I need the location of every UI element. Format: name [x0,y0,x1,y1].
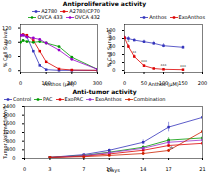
svg-text:60: 60 [109,43,116,50]
svg-text:% Cell Survival: % Cell Survival [106,30,112,67]
svg-text:Anthos (μM): Anthos (μM) [44,81,74,88]
html-text:ExoAnthos: ExoAnthos [178,14,205,20]
svg-text:17: 17 [165,166,171,172]
svg-text:40: 40 [5,53,12,60]
html-text:ExoPAC: ExoPAC [64,96,84,102]
svg-text:80: 80 [109,35,116,42]
svg-text:300: 300 [93,80,103,86]
html-text:ExoAnthos: ExoAnthos [95,96,122,102]
svg-text:1200: 1200 [2,129,16,136]
html-text:Anthos: Anthos [149,14,167,20]
svg-text:14: 14 [140,166,146,172]
svg-text:**: ** [132,50,136,55]
html-text:PAC: PAC [43,96,53,102]
html-text:Anti-tumor activity: Anti-tumor activity [72,88,137,95]
svg-text:40: 40 [109,51,116,58]
svg-text:0: 0 [12,155,15,161]
svg-text:Days: Days [107,167,120,174]
svg-text:0: 0 [112,67,115,73]
svg-text:21: 21 [199,166,205,172]
html-text:A2780/CP70: A2780/CP70 [69,8,100,14]
svg-text:***: *** [180,64,186,69]
svg-text:*: * [127,39,129,44]
svg-text:0: 0 [123,80,126,86]
svg-text:150: 150 [178,80,188,86]
svg-text:Tumor Volume (mm³): Tumor Volume (mm³) [2,106,8,160]
svg-text:2000: 2000 [2,111,16,118]
svg-text:80: 80 [5,38,12,45]
html-text:Antiproliferative activity: Antiproliferative activity [62,0,147,7]
svg-text:3: 3 [48,166,51,172]
svg-text:1600: 1600 [2,120,16,127]
svg-text:0: 0 [8,67,11,73]
svg-text:**: ** [169,146,173,151]
html-text:Combination: Combination [133,96,166,102]
html-text:Control: Control [13,96,32,102]
svg-text:20: 20 [109,59,116,66]
html-text:OVCA 432: OVCA 432 [74,14,100,20]
html-text:A2780: A2780 [41,8,58,14]
svg-text:400: 400 [6,146,16,153]
svg-text:***: *** [141,59,147,64]
svg-text:***: *** [161,63,167,68]
svg-text:0: 0 [23,166,26,172]
svg-text:% Cell Survival: % Cell Survival [2,30,8,67]
svg-text:0: 0 [19,80,22,86]
svg-text:120: 120 [2,25,12,31]
svg-text:800: 800 [6,137,16,144]
html-text:OVCA 433: OVCA 433 [37,14,63,20]
svg-text:50: 50 [141,80,147,86]
svg-text:Anthos (μM): Anthos (μM) [148,81,178,88]
svg-text:200: 200 [198,80,208,86]
svg-text:7: 7 [82,166,85,172]
svg-text:2400: 2400 [2,103,16,110]
